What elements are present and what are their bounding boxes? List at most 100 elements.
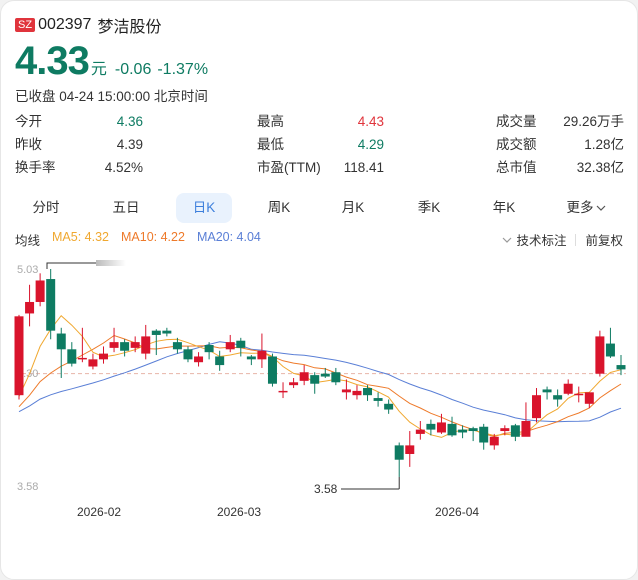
candle [595, 330, 605, 377]
tab-label: 日K [192, 200, 216, 215]
stat-8: 总市值 32.38亿 [496, 157, 624, 179]
stat-label: 昨收 [15, 137, 42, 152]
candle [310, 372, 320, 394]
tab-3[interactable]: 周K [254, 193, 304, 223]
candle [447, 416, 457, 437]
tab-label: 五日 [112, 200, 140, 215]
min-marker-label: 3.58 [314, 482, 338, 496]
stock-name: 梦洁股份 [97, 19, 162, 36]
candle [405, 431, 415, 467]
stat-label: 成交额 [496, 137, 537, 152]
tab-label: 月K [341, 200, 365, 215]
tab-7[interactable]: 更多 [561, 193, 611, 223]
candle [605, 327, 615, 358]
candle [373, 392, 383, 407]
candle [98, 346, 108, 364]
ma20-line [18, 341, 622, 423]
chevron-down-icon [596, 205, 605, 211]
stat-6: 换手率 4.52% [15, 157, 143, 179]
candle [67, 342, 77, 367]
candle [458, 425, 468, 439]
divider [575, 233, 577, 246]
period-tabs: 分时 五日 日K 周K 月K 季K 年K 更多 [1, 193, 638, 223]
candle [278, 382, 288, 399]
tab-1[interactable]: 五日 [101, 193, 151, 223]
candle [331, 367, 341, 386]
candle [225, 334, 235, 353]
candle [46, 269, 56, 340]
tab-label: 季K [417, 200, 441, 215]
max-marker [46, 262, 96, 269]
stock-header: SZ 002397 梦洁股份 [15, 13, 161, 37]
market-status: 已收盘 04-24 15:00:00 北京时间 [15, 89, 208, 104]
price-unit: 元 [90, 61, 107, 78]
ma5-line [18, 314, 622, 438]
candle [479, 423, 489, 450]
candle [489, 433, 499, 450]
stat-0: 今开 4.36 [15, 111, 143, 133]
candle [436, 413, 446, 434]
current-price: 4.33 [15, 39, 90, 83]
tab-4[interactable]: 月K [328, 193, 378, 223]
candle [616, 355, 626, 376]
candle [468, 426, 478, 442]
x-label-feb: 2026-02 [77, 505, 122, 519]
stat-value: 32.38亿 [576, 160, 624, 175]
ma-legend-title: 均线 [15, 234, 41, 248]
stat-2: 成交量 29.26万手 [496, 111, 624, 133]
ma5-value: MA5: 4.32 [52, 230, 109, 244]
candle [236, 337, 246, 357]
candle [267, 353, 277, 387]
stat-4: 最低 4.29 [257, 134, 384, 156]
annotate-button[interactable]: 技术标注 [502, 230, 566, 249]
tab-label: 分时 [32, 200, 60, 215]
tab-0[interactable]: 分时 [21, 193, 71, 223]
tab-5[interactable]: 季K [404, 193, 454, 223]
price-change: -0.06 [114, 61, 152, 78]
candle [542, 386, 552, 400]
candle [246, 355, 256, 366]
candle [56, 327, 66, 378]
candle [584, 392, 594, 409]
candle [204, 342, 214, 360]
candle [563, 379, 573, 396]
stat-value: 4.29 [357, 137, 384, 152]
y-label-min: 3.58 [17, 481, 38, 493]
candle [532, 388, 542, 423]
x-label-mar: 2026-03 [217, 505, 262, 519]
candle [500, 425, 510, 436]
stat-label: 成交量 [496, 114, 537, 129]
tab-2[interactable]: 日K [176, 193, 232, 223]
candle [162, 327, 172, 337]
market-badge: SZ [15, 18, 36, 32]
price-change-pct: -1.37% [157, 61, 209, 78]
candle [130, 336, 140, 353]
candle [363, 385, 373, 401]
candle [384, 399, 394, 414]
ma20-value: MA20: 4.04 [196, 230, 261, 244]
candle [320, 367, 330, 378]
candle [109, 327, 119, 353]
stat-value: 1.28亿 [584, 137, 624, 152]
candle [25, 284, 35, 327]
chevron-down-icon [503, 237, 512, 243]
tab-6[interactable]: 年K [479, 193, 529, 223]
x-label-apr: 2026-04 [435, 505, 480, 519]
candle [341, 379, 351, 400]
candle [14, 314, 24, 400]
candle [415, 421, 425, 440]
stat-value: 4.36 [116, 114, 143, 129]
stat-value: 4.43 [357, 114, 384, 129]
candle [141, 324, 151, 360]
stat-1: 最高 4.43 [257, 111, 384, 133]
stat-value: 118.41 [343, 160, 384, 175]
candle [35, 273, 45, 307]
candle [77, 327, 87, 363]
candle [299, 365, 309, 386]
tab-label: 周K [267, 200, 291, 215]
candle [352, 385, 362, 400]
candle [215, 350, 225, 371]
kline-chart[interactable]: 5.034.303.58 3.58 [1, 251, 638, 501]
adjust-button[interactable]: 前复权 [585, 234, 623, 248]
